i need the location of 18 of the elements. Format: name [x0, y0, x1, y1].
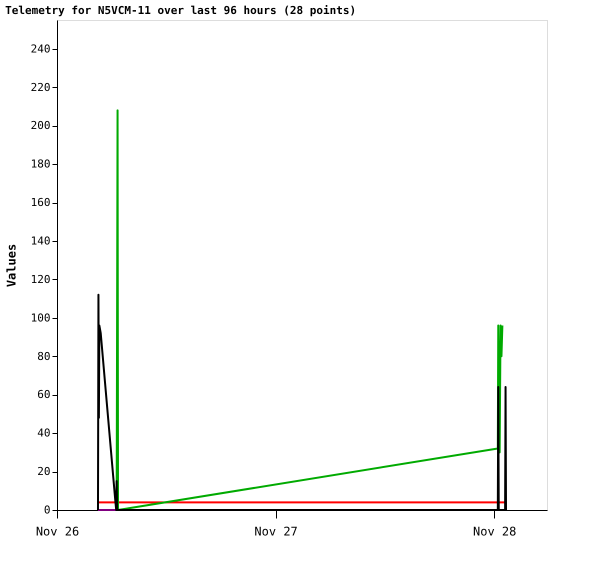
- y-tick-label: 220: [30, 80, 50, 94]
- y-tick-label: 120: [30, 272, 50, 286]
- y-axis-title: Values: [4, 244, 19, 288]
- x-tick-label: Nov 26: [36, 524, 80, 538]
- y-tick-label: 140: [30, 234, 50, 248]
- chart-title: Telemetry for N5VCM-11 over last 96 hours (28 points): [5, 4, 356, 17]
- y-tick-label: 80: [37, 350, 50, 363]
- y-tick-label: 200: [30, 119, 50, 132]
- y-tick-label: 0: [44, 504, 50, 516]
- y-tick-label: 240: [30, 42, 50, 56]
- y-tick-label: 60: [37, 388, 50, 402]
- y-tick-label: 180: [30, 158, 50, 171]
- y-tick-label: 100: [30, 311, 50, 324]
- x-tick-label: Nov 28: [472, 524, 516, 538]
- y-tick-label: 20: [37, 465, 50, 478]
- y-tick-label: 40: [37, 426, 50, 440]
- x-tick-label: Nov 27: [254, 524, 298, 538]
- y-tick-label: 160: [30, 196, 50, 210]
